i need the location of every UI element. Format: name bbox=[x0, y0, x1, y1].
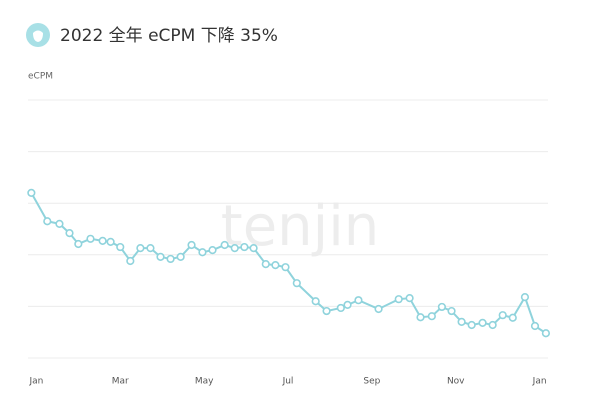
point bbox=[156, 252, 165, 261]
point bbox=[530, 321, 540, 331]
point bbox=[447, 306, 456, 316]
point bbox=[467, 320, 476, 330]
point bbox=[498, 311, 507, 320]
point bbox=[176, 252, 185, 261]
point bbox=[220, 240, 229, 250]
point bbox=[126, 256, 135, 266]
x-tick-label: Nov bbox=[447, 377, 465, 387]
point bbox=[394, 295, 403, 304]
point bbox=[208, 246, 217, 255]
point bbox=[249, 243, 258, 253]
point bbox=[98, 236, 107, 245]
x-tick-label: Jan bbox=[532, 377, 547, 387]
point bbox=[65, 229, 74, 238]
point bbox=[374, 304, 383, 314]
chart-title: 2022 全年 eCPM 下降 35% bbox=[60, 26, 278, 46]
point bbox=[416, 313, 425, 322]
x-tick-label: Sep bbox=[363, 377, 380, 387]
x-tick-label: Jul bbox=[282, 377, 294, 387]
point bbox=[43, 217, 52, 226]
point bbox=[187, 240, 196, 250]
point bbox=[136, 243, 145, 253]
point bbox=[281, 263, 290, 272]
point bbox=[354, 296, 363, 305]
point bbox=[427, 312, 436, 321]
point bbox=[198, 248, 207, 257]
x-tick-label: May bbox=[195, 377, 214, 387]
point bbox=[74, 239, 83, 249]
point bbox=[271, 261, 280, 270]
point bbox=[27, 188, 36, 197]
point bbox=[336, 303, 345, 313]
point bbox=[146, 243, 155, 253]
point bbox=[541, 329, 551, 338]
y-axis-label: eCPM bbox=[28, 72, 53, 82]
point bbox=[240, 242, 249, 252]
point bbox=[230, 243, 239, 253]
x-tick-label: Mar bbox=[112, 377, 129, 387]
point bbox=[343, 300, 352, 309]
point bbox=[478, 318, 487, 328]
point bbox=[405, 294, 414, 303]
x-tick-label: Jan bbox=[28, 377, 43, 387]
point bbox=[457, 317, 466, 326]
point bbox=[508, 313, 517, 322]
point bbox=[520, 293, 530, 302]
point bbox=[261, 259, 270, 269]
point bbox=[292, 279, 301, 288]
point bbox=[55, 219, 64, 228]
point bbox=[106, 237, 115, 246]
point bbox=[437, 302, 447, 312]
point bbox=[166, 254, 175, 264]
point bbox=[488, 320, 497, 330]
point bbox=[311, 297, 320, 306]
point bbox=[116, 242, 125, 252]
point bbox=[86, 234, 95, 243]
point bbox=[322, 306, 331, 316]
title-icon-glyph bbox=[33, 30, 43, 42]
